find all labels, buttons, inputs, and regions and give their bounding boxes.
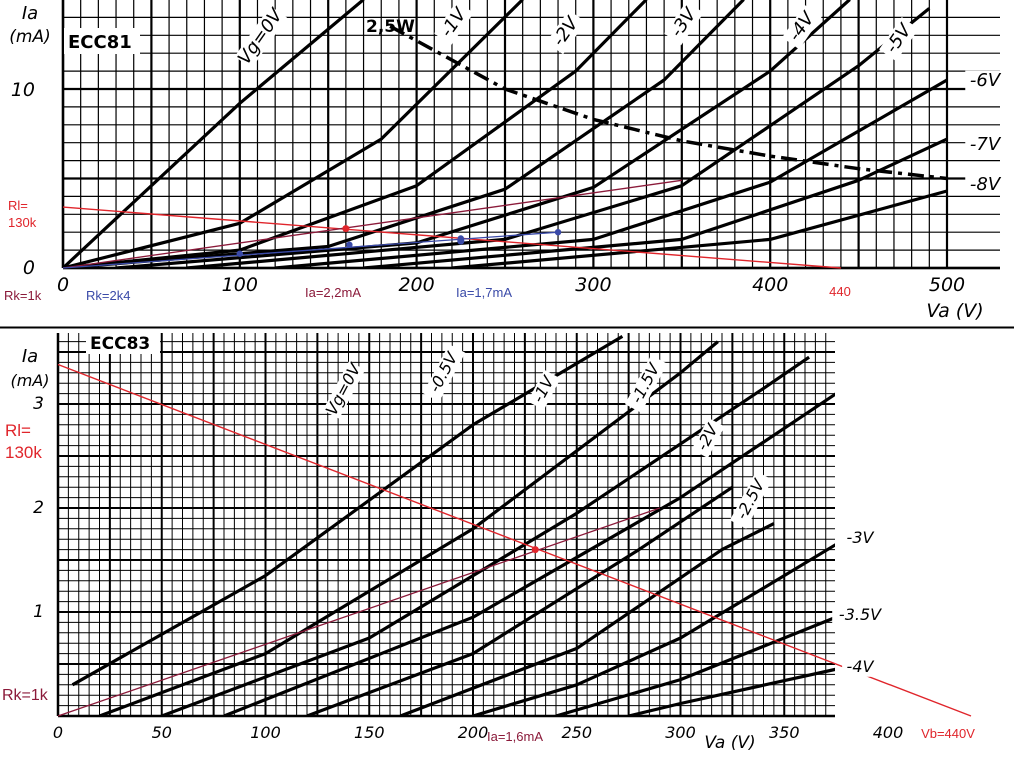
y-tick-3: 3 [33, 394, 44, 414]
ecc81-ylabel-unit: (mA) [9, 27, 50, 47]
ecc81-rk2k4-label: Rk=2k4 [86, 288, 130, 303]
curve-2v [306, 485, 734, 716]
load-line [57, 363, 972, 717]
curve-1-5v [223, 392, 835, 716]
ecc83-grid [57, 333, 835, 717]
x-tick-200: 200 [398, 274, 434, 296]
ecc81-axes [61, 0, 1000, 270]
ecc83-op-label: Ia=1,6mA [487, 729, 543, 744]
series-label-3-5v: -3.5V [832, 605, 888, 625]
ecc83-load-label-1: Rl= [5, 421, 31, 440]
series-label-4v: -4V [842, 657, 878, 677]
ecc83-axes [56, 333, 835, 718]
ecc83-load-end-label: Vb=440V [921, 726, 975, 741]
ecc81-title-bg [64, 28, 140, 54]
operating-point-1 [342, 225, 350, 233]
ecc83-overlays [57, 363, 972, 717]
curve-8v [451, 189, 948, 268]
x-tick-400: 400 [873, 723, 904, 742]
x-tick-500: 500 [929, 274, 965, 296]
curve-2-5v [399, 522, 775, 716]
x-tick-400: 400 [752, 274, 788, 296]
ecc83-ylabel-symbol: Ia [22, 346, 38, 367]
ecc81-title: ECC81 [68, 32, 132, 53]
curve-6v [275, 78, 948, 268]
curve-2v [63, 0, 648, 268]
series-label-text: -8V [970, 174, 1002, 195]
ecc81-load-label-2: 130k [8, 215, 37, 230]
ecc81-power-label: 2,5W [366, 17, 415, 37]
x-tick-100: 100 [222, 274, 258, 296]
y-tick-0: 0 [23, 257, 35, 279]
ecc81-rk1k-label: Rk=1k [4, 288, 42, 303]
x-tick-150: 150 [354, 723, 385, 742]
rk2k4-marker [346, 241, 353, 248]
ecc83-title-bg [86, 330, 160, 354]
y-tick-2: 2 [33, 498, 44, 518]
curve-1v [63, 0, 524, 268]
ecc81-load-end-label: 440 [829, 284, 851, 299]
series-label-8v: -8V [965, 174, 1005, 196]
cathode-line-rk-1k [62, 179, 682, 269]
series-label-text: -3V [847, 528, 875, 547]
series-label-6v: -6V [965, 70, 1005, 92]
curve-vg-0v [63, 0, 365, 268]
series-label-text: -3.5V [839, 605, 882, 624]
load-line [62, 206, 841, 269]
series-label-3v: -3V [842, 528, 878, 548]
series-label-text: -6V [970, 70, 1002, 91]
ecc83-series-labels: Vg=0V -0.5V -1V -1.5V-2V-2.5V-3V-3.5V-4V [322, 344, 888, 677]
operating-point-1 [531, 546, 539, 554]
ecc81-tick-labels: 0 100 200 300 400 500 0 10 [11, 79, 965, 296]
x-tick-0: 0 [57, 274, 69, 296]
ecc83-tick-labels: 0 50 100 150 200 250 300 350 400 1 2 3 [33, 394, 903, 742]
curve-7v [363, 137, 948, 268]
ecc81-op1-label: Ia=2,2mA [305, 285, 361, 300]
x-tick-300: 300 [575, 274, 611, 296]
ecc83-load-label-2: 130k [5, 443, 42, 462]
operating-point-2 [457, 237, 465, 245]
cathode-line-rk-2k4 [62, 231, 559, 269]
x-tick-50: 50 [152, 723, 172, 742]
series-label-7v: -7V [965, 134, 1005, 156]
cathode-line-rk-1k [57, 507, 661, 717]
ecc81-overlays [62, 179, 841, 269]
power-curve [389, 24, 948, 181]
ecc83-title: ECC83 [90, 334, 150, 354]
ecc81-series-labels: Vg=0V -1V -2V -3V -4V -5V-6V-7V-8V [234, 1, 1005, 196]
x-tick-100: 100 [250, 723, 281, 742]
ecc83-xlabel: Va (V) [704, 733, 755, 753]
curve-3-5v [555, 615, 835, 716]
y-tick-1: 1 [33, 602, 44, 622]
ecc81-load-label-1: Rl= [8, 198, 28, 213]
curve-0-5v [98, 340, 719, 716]
rk2k4-marker [554, 229, 562, 236]
curve-1v [161, 355, 811, 716]
x-tick-300: 300 [665, 723, 696, 742]
x-tick-0: 0 [53, 723, 63, 742]
ecc83-rk1k-label: Rk=1k [2, 687, 49, 704]
ecc81-ylabel-symbol: Ia [22, 3, 38, 24]
x-tick-200: 200 [458, 723, 489, 742]
x-tick-350: 350 [769, 723, 800, 742]
series-label-text: -4V [847, 657, 875, 676]
series-label-text: -7V [970, 134, 1002, 155]
ecc83-ylabel-unit: (mA) [10, 371, 49, 390]
ecc81-xlabel: Va (V) [926, 300, 983, 322]
curve-4v [628, 667, 835, 716]
ecc81-op2-label: Ia=1,7mA [456, 285, 512, 300]
rk2k4-marker [236, 250, 243, 257]
curve-3v [472, 543, 835, 716]
x-tick-250: 250 [561, 723, 592, 742]
y-tick-10: 10 [11, 79, 35, 101]
